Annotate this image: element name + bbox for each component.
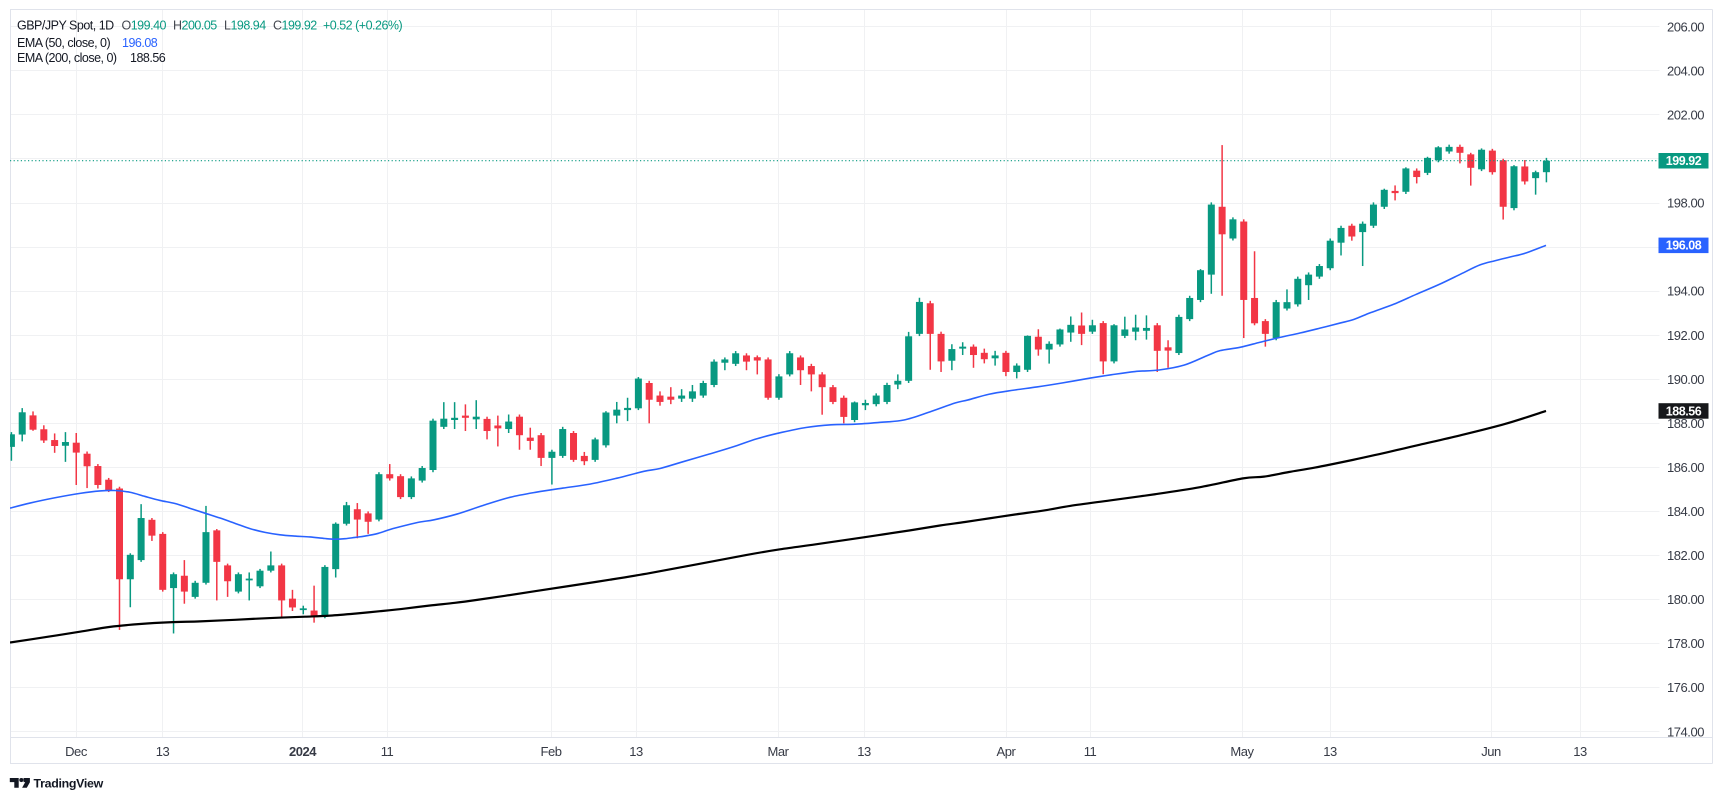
svg-text:199.92: 199.92	[1666, 154, 1702, 168]
svg-text:180.00: 180.00	[1667, 592, 1704, 607]
svg-text:198.00: 198.00	[1667, 196, 1704, 211]
svg-text:178.00: 178.00	[1667, 636, 1704, 651]
svg-text:13: 13	[857, 744, 871, 759]
svg-text:TradingView: TradingView	[34, 777, 104, 791]
svg-text:Jun: Jun	[1481, 744, 1501, 759]
svg-text:EMA (200, close, 0) 188.56: EMA (200, close, 0) 188.56	[17, 51, 166, 65]
svg-text:176.00: 176.00	[1667, 680, 1704, 695]
svg-text:192.00: 192.00	[1667, 328, 1704, 343]
svg-text:13: 13	[629, 744, 643, 759]
svg-text:194.00: 194.00	[1667, 284, 1704, 299]
svg-text:196.08: 196.08	[122, 36, 158, 50]
svg-text:174.00: 174.00	[1667, 724, 1704, 739]
svg-text:188.56: 188.56	[1666, 404, 1702, 418]
svg-text:11: 11	[1084, 744, 1097, 759]
svg-text:13: 13	[1323, 744, 1337, 759]
svg-text:Mar: Mar	[767, 744, 789, 759]
svg-text:182.00: 182.00	[1667, 548, 1704, 563]
svg-text:204.00: 204.00	[1667, 64, 1704, 79]
svg-text:2024: 2024	[289, 744, 317, 759]
svg-text:13: 13	[1573, 744, 1587, 759]
svg-text:202.00: 202.00	[1667, 108, 1704, 123]
svg-text:184.00: 184.00	[1667, 504, 1704, 519]
svg-text:May: May	[1230, 744, 1254, 759]
svg-text:EMA (50, close, 0): EMA (50, close, 0)	[17, 36, 110, 50]
svg-text:190.00: 190.00	[1667, 372, 1704, 387]
svg-text:Dec: Dec	[65, 744, 88, 759]
svg-text:206.00: 206.00	[1667, 19, 1704, 34]
svg-text:13: 13	[156, 744, 170, 759]
svg-text:196.08: 196.08	[1666, 239, 1702, 253]
svg-text:Feb: Feb	[540, 744, 561, 759]
svg-text:188.00: 188.00	[1667, 416, 1704, 431]
svg-text:Apr: Apr	[997, 744, 1017, 759]
svg-text:GBP/JPY Spot, 1D: GBP/JPY Spot, 1D	[17, 19, 114, 33]
svg-text:11: 11	[381, 744, 394, 759]
svg-text:186.00: 186.00	[1667, 460, 1704, 475]
